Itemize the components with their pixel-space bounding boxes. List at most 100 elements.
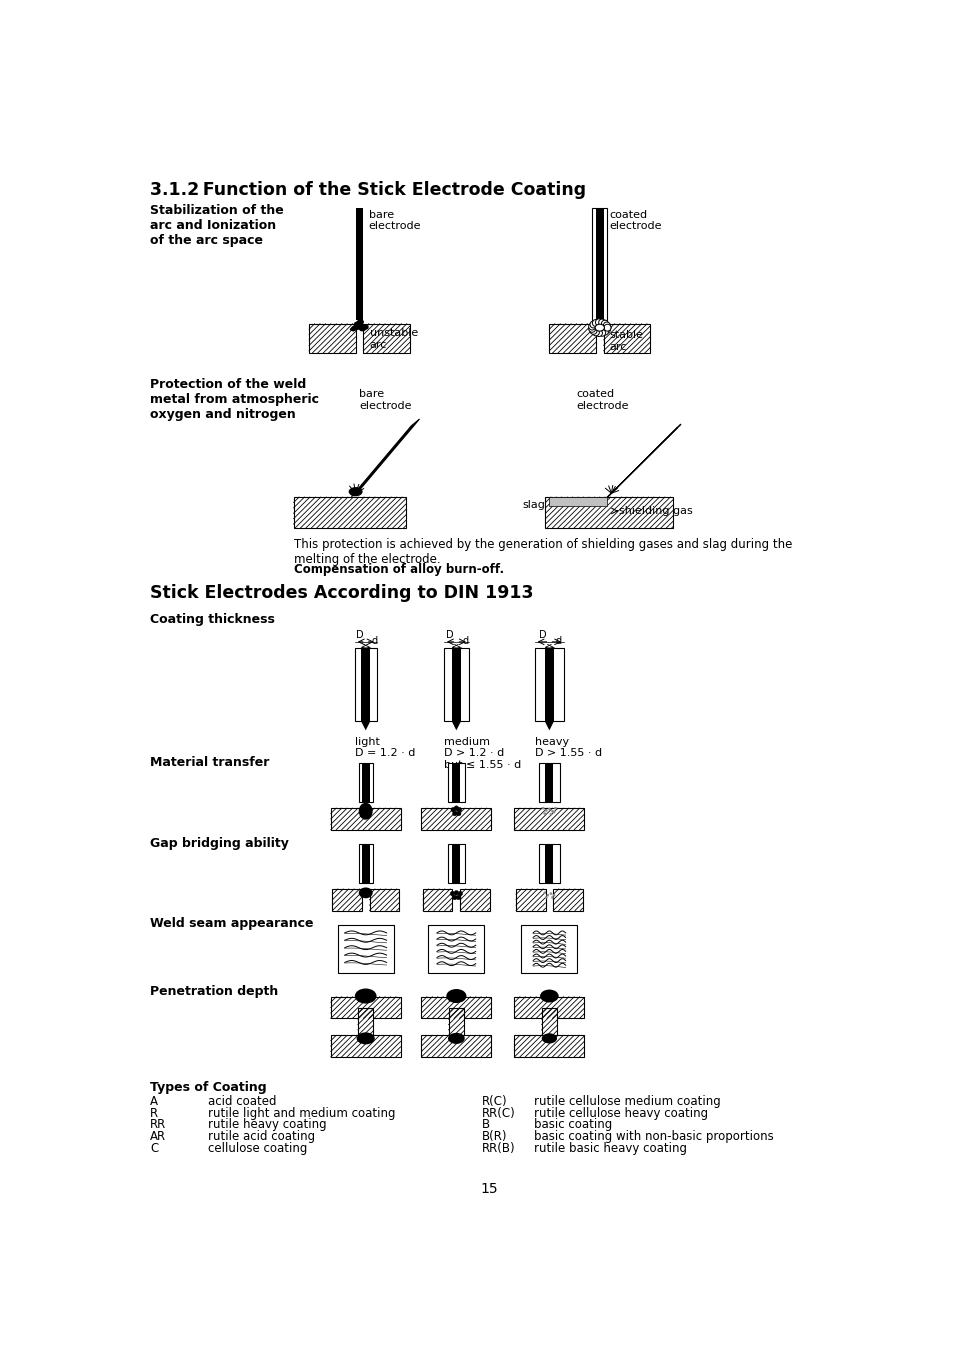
Text: d: d bbox=[462, 636, 468, 646]
Circle shape bbox=[600, 328, 608, 335]
Polygon shape bbox=[544, 721, 554, 731]
Bar bbox=[421, 1035, 491, 1056]
Bar bbox=[331, 1035, 400, 1056]
Circle shape bbox=[592, 328, 598, 336]
Text: rutile heavy coating: rutile heavy coating bbox=[208, 1119, 327, 1131]
Text: bare
electrode: bare electrode bbox=[369, 209, 421, 231]
Text: Compensation of alloy burn-off.: Compensation of alloy burn-off. bbox=[294, 562, 503, 576]
Circle shape bbox=[451, 808, 456, 812]
Circle shape bbox=[544, 809, 547, 812]
Circle shape bbox=[549, 813, 552, 816]
Circle shape bbox=[589, 322, 597, 328]
Bar bbox=[309, 324, 355, 353]
Bar bbox=[369, 889, 398, 911]
Bar bbox=[545, 844, 553, 882]
Circle shape bbox=[456, 896, 460, 900]
Text: rutile light and medium coating: rutile light and medium coating bbox=[208, 1106, 395, 1120]
Text: This protection is achieved by the generation of shielding gases and slag during: This protection is achieved by the gener… bbox=[294, 538, 791, 566]
Text: d: d bbox=[555, 636, 561, 646]
Text: Stabilization of the
arc and Ionization
of the arc space: Stabilization of the arc and Ionization … bbox=[150, 204, 284, 247]
Ellipse shape bbox=[358, 802, 373, 820]
Ellipse shape bbox=[446, 989, 466, 1002]
Bar bbox=[514, 997, 583, 1019]
Text: C: C bbox=[150, 1142, 158, 1155]
Bar bbox=[331, 808, 400, 830]
Polygon shape bbox=[452, 721, 460, 731]
Bar bbox=[459, 889, 489, 911]
Polygon shape bbox=[604, 424, 680, 500]
Text: d: d bbox=[372, 636, 377, 646]
Ellipse shape bbox=[448, 1032, 464, 1044]
Text: Weld seam appearance: Weld seam appearance bbox=[150, 917, 314, 931]
Circle shape bbox=[603, 324, 610, 331]
Circle shape bbox=[600, 320, 608, 327]
Bar bbox=[452, 648, 460, 721]
Circle shape bbox=[454, 805, 458, 811]
Bar bbox=[361, 763, 369, 802]
Bar bbox=[337, 925, 394, 973]
Text: coated
electrode: coated electrode bbox=[609, 209, 661, 231]
Circle shape bbox=[595, 330, 601, 336]
Text: Gap bridging ability: Gap bridging ability bbox=[150, 836, 289, 850]
Text: RR: RR bbox=[150, 1119, 167, 1131]
Bar bbox=[358, 844, 373, 882]
Text: cellulose coating: cellulose coating bbox=[208, 1142, 308, 1155]
Circle shape bbox=[598, 330, 605, 336]
Text: basic coating with non-basic proportions: basic coating with non-basic proportions bbox=[534, 1129, 773, 1143]
Ellipse shape bbox=[356, 1032, 375, 1044]
Text: medium
D > 1.2 · d
but ≤ 1.55 · d: medium D > 1.2 · d but ≤ 1.55 · d bbox=[443, 736, 520, 770]
Bar bbox=[592, 208, 607, 320]
Bar bbox=[452, 844, 459, 882]
Circle shape bbox=[553, 894, 555, 896]
Bar bbox=[355, 208, 363, 320]
Bar bbox=[443, 648, 468, 721]
Bar bbox=[596, 208, 603, 320]
Bar bbox=[422, 889, 452, 911]
Circle shape bbox=[456, 811, 460, 816]
Circle shape bbox=[549, 893, 552, 894]
Polygon shape bbox=[607, 427, 677, 496]
Ellipse shape bbox=[348, 488, 362, 496]
Ellipse shape bbox=[355, 989, 376, 1004]
Ellipse shape bbox=[539, 989, 558, 1002]
Text: D: D bbox=[356, 630, 364, 639]
Polygon shape bbox=[360, 721, 370, 731]
Circle shape bbox=[592, 320, 598, 327]
Circle shape bbox=[450, 892, 455, 896]
Circle shape bbox=[457, 892, 462, 896]
Circle shape bbox=[548, 808, 550, 811]
Bar bbox=[363, 324, 410, 353]
Circle shape bbox=[541, 807, 544, 809]
Bar bbox=[448, 1008, 464, 1035]
Bar bbox=[545, 763, 553, 802]
Text: 3.1.2 Function of the Stick Electrode Coating: 3.1.2 Function of the Stick Electrode Co… bbox=[150, 181, 586, 200]
Bar bbox=[428, 925, 484, 973]
Bar bbox=[541, 1008, 557, 1035]
Text: coated
electrode: coated electrode bbox=[576, 389, 628, 411]
Bar bbox=[534, 648, 563, 721]
Bar bbox=[357, 1008, 373, 1035]
Bar bbox=[514, 808, 583, 830]
Text: 15: 15 bbox=[479, 1182, 497, 1197]
Text: Stick Electrodes According to DIN 1913: Stick Electrodes According to DIN 1913 bbox=[150, 584, 533, 603]
Bar bbox=[545, 497, 673, 528]
Bar bbox=[553, 889, 582, 911]
Text: Material transfer: Material transfer bbox=[150, 755, 270, 769]
Bar bbox=[537, 844, 559, 882]
Circle shape bbox=[543, 892, 545, 894]
Circle shape bbox=[595, 319, 601, 326]
Text: slag: slag bbox=[521, 500, 544, 509]
Text: shielding gas: shielding gas bbox=[618, 505, 692, 516]
Bar bbox=[516, 889, 545, 911]
Circle shape bbox=[554, 807, 557, 809]
Text: acid coated: acid coated bbox=[208, 1096, 276, 1108]
Text: rutile cellulose heavy coating: rutile cellulose heavy coating bbox=[534, 1106, 707, 1120]
Circle shape bbox=[452, 896, 456, 900]
Text: unstable
arc: unstable arc bbox=[369, 328, 417, 350]
Polygon shape bbox=[350, 319, 368, 331]
Text: RR(C): RR(C) bbox=[481, 1106, 516, 1120]
Ellipse shape bbox=[541, 1034, 557, 1043]
Bar bbox=[332, 889, 361, 911]
Text: Types of Coating: Types of Coating bbox=[150, 1082, 267, 1094]
Text: Protection of the weld
metal from atmospheric
oxygen and nitrogen: Protection of the weld metal from atmosp… bbox=[150, 378, 319, 420]
